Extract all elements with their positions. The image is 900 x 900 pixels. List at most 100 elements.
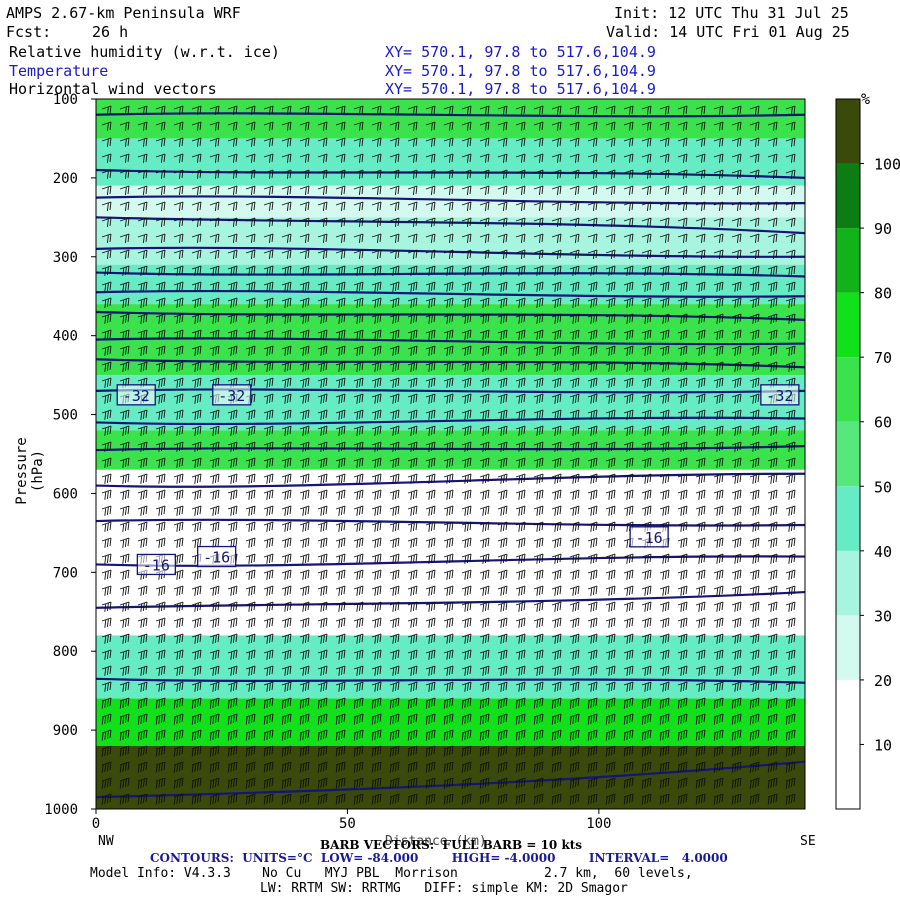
wind-barb [677,297,688,308]
wind-barb [479,585,490,596]
wind-barb [137,601,148,612]
wind-barb [335,345,346,356]
wind-barb [479,377,490,388]
contour-label-box [197,545,237,568]
wind-barb [335,473,346,484]
wind-barb [317,425,328,436]
wind-barb [695,393,706,404]
wind-barb [479,697,490,709]
wind-barb [641,121,652,131]
wind-barb [515,761,526,773]
wind-barb [191,393,202,404]
wind-barb [623,585,634,596]
wind-barb [281,617,292,628]
wind-barb [587,553,598,564]
wind-barb [659,777,670,789]
wind-barb [281,217,292,227]
wind-barb [371,249,382,259]
wind-barb [191,665,202,676]
wind-barb [227,473,238,484]
wind-barb [371,505,382,516]
wind-barb [191,457,202,468]
wind-barb [299,217,310,227]
wind-barb [479,313,490,324]
wind-barb [209,281,220,292]
wind-barb [569,649,580,660]
wind-barb [227,201,238,211]
wind-barb [479,281,490,292]
wind-barb [227,633,238,644]
wind-barb [659,201,670,211]
wind-barb [101,793,112,805]
wind-barb [623,169,634,179]
wind-barb [317,713,328,725]
wind-barb [605,681,616,692]
wind-barb [371,601,382,612]
wind-barb [245,569,256,580]
wind-barb [497,313,508,324]
wind-barb [587,105,598,115]
wind-barb [335,297,346,308]
contour-label-box [212,384,252,406]
wind-barb [443,121,454,131]
wind-barb [263,265,274,276]
wind-barb [677,441,688,452]
wind-barb [551,329,562,340]
wind-barb [479,521,490,532]
wind-barb [569,665,580,676]
wind-barb [407,169,418,179]
wind-barb [425,713,436,725]
wind-barb [101,121,112,131]
wind-barb [605,265,616,276]
wind-barb [173,761,184,773]
wind-barb [263,585,274,596]
wind-barb [785,649,796,660]
wind-barb [659,409,670,420]
wind-barb [317,201,328,211]
wind-barb [389,601,400,612]
wind-barb [731,681,742,692]
wind-barb [677,713,688,725]
wind-barb [389,377,400,388]
wind-barb [515,681,526,692]
wind-barb [371,361,382,372]
wind-barb [425,585,436,596]
wind-barb [389,153,400,163]
wind-barb [173,617,184,628]
wind-barb [551,617,562,628]
wind-barb [461,473,472,484]
wind-barb [443,601,454,612]
wind-barb [281,345,292,356]
wind-barb [263,409,274,420]
temperature-contour [95,112,806,118]
colorbar-tick-label: 10 [874,736,892,754]
wind-barb [137,105,148,115]
wind-barb [785,137,796,147]
wind-barb [677,409,688,420]
wind-barb [335,105,346,115]
wind-barb [245,105,256,115]
wind-barb [353,521,364,532]
wind-barb [767,217,778,227]
wind-barb [659,473,670,484]
colorbar-segment [836,615,860,680]
wind-barb [371,185,382,195]
wind-barb [353,793,364,805]
wind-barb [353,601,364,612]
wind-barb [425,185,436,195]
wind-barb [587,633,598,644]
wind-barb [641,297,652,308]
wind-barb [191,521,202,532]
wind-barb [749,201,760,211]
wind-barb [569,313,580,324]
wind-barb [281,409,292,420]
wind-barb [749,617,760,628]
wind-barb [137,409,148,420]
wind-barb [101,505,112,516]
wind-barb [695,185,706,195]
wind-barb [785,761,796,773]
wind-barb [119,265,130,276]
wind-barb [227,569,238,580]
field-wind-xy: XY= 570.1, 97.8 to 517.6,104.9 [385,80,656,98]
wind-barb [371,713,382,725]
